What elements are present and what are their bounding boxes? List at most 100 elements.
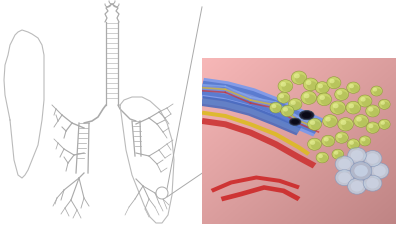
- Circle shape: [325, 117, 331, 122]
- Circle shape: [279, 94, 284, 98]
- Circle shape: [319, 85, 328, 93]
- Circle shape: [335, 156, 354, 172]
- Circle shape: [324, 137, 329, 141]
- Circle shape: [368, 124, 373, 128]
- Circle shape: [292, 101, 301, 109]
- Circle shape: [315, 82, 329, 94]
- Circle shape: [307, 81, 317, 90]
- Circle shape: [361, 138, 366, 141]
- Circle shape: [316, 152, 328, 163]
- Polygon shape: [211, 176, 300, 193]
- Circle shape: [370, 163, 389, 179]
- Circle shape: [273, 105, 281, 112]
- Circle shape: [351, 150, 363, 161]
- Circle shape: [334, 151, 338, 155]
- Circle shape: [347, 82, 360, 93]
- Circle shape: [338, 91, 348, 100]
- Circle shape: [277, 92, 290, 103]
- Circle shape: [356, 117, 362, 122]
- Circle shape: [349, 141, 354, 145]
- Circle shape: [373, 166, 386, 176]
- Circle shape: [270, 102, 282, 113]
- Circle shape: [319, 155, 328, 162]
- Circle shape: [310, 120, 315, 125]
- Circle shape: [291, 71, 307, 84]
- Circle shape: [371, 86, 382, 96]
- Circle shape: [363, 151, 382, 167]
- Circle shape: [366, 153, 379, 164]
- Circle shape: [301, 91, 316, 104]
- Circle shape: [348, 178, 366, 194]
- Circle shape: [380, 121, 385, 125]
- Polygon shape: [202, 118, 316, 168]
- Ellipse shape: [289, 118, 301, 125]
- Circle shape: [308, 118, 322, 130]
- Circle shape: [360, 97, 366, 102]
- Circle shape: [272, 104, 276, 108]
- Circle shape: [282, 83, 292, 92]
- Circle shape: [351, 181, 363, 191]
- Circle shape: [284, 108, 293, 116]
- Circle shape: [283, 107, 288, 112]
- Circle shape: [308, 138, 322, 150]
- Circle shape: [338, 135, 348, 143]
- Circle shape: [378, 99, 390, 109]
- Circle shape: [382, 122, 390, 129]
- Circle shape: [369, 108, 379, 116]
- Circle shape: [340, 120, 346, 125]
- Circle shape: [334, 104, 345, 114]
- Circle shape: [294, 73, 300, 78]
- Circle shape: [366, 122, 379, 133]
- Circle shape: [337, 90, 342, 95]
- Circle shape: [291, 100, 296, 105]
- Polygon shape: [201, 96, 302, 135]
- Circle shape: [337, 134, 342, 138]
- Circle shape: [318, 84, 323, 88]
- Circle shape: [338, 159, 351, 169]
- Circle shape: [348, 103, 354, 108]
- Polygon shape: [221, 185, 300, 201]
- Circle shape: [380, 101, 385, 105]
- Circle shape: [335, 170, 354, 186]
- Ellipse shape: [291, 119, 299, 124]
- Circle shape: [332, 149, 344, 159]
- Circle shape: [330, 101, 346, 114]
- Circle shape: [366, 105, 380, 117]
- Circle shape: [362, 138, 370, 145]
- Polygon shape: [202, 85, 320, 130]
- Circle shape: [357, 118, 368, 127]
- Circle shape: [306, 80, 311, 85]
- Circle shape: [368, 107, 374, 112]
- Circle shape: [338, 172, 351, 183]
- Circle shape: [350, 104, 360, 113]
- Circle shape: [303, 78, 318, 91]
- Circle shape: [350, 162, 372, 180]
- Circle shape: [350, 85, 359, 93]
- Ellipse shape: [302, 112, 312, 118]
- Circle shape: [326, 118, 337, 127]
- Circle shape: [366, 178, 379, 188]
- Circle shape: [327, 77, 341, 89]
- Circle shape: [362, 98, 371, 106]
- Circle shape: [317, 93, 332, 106]
- Circle shape: [310, 140, 315, 145]
- Circle shape: [338, 118, 353, 131]
- Circle shape: [348, 147, 366, 163]
- Ellipse shape: [300, 111, 314, 120]
- Circle shape: [329, 79, 335, 83]
- Circle shape: [354, 165, 368, 177]
- Circle shape: [378, 119, 390, 129]
- Circle shape: [330, 80, 340, 88]
- Circle shape: [311, 141, 321, 150]
- Circle shape: [280, 82, 286, 87]
- Circle shape: [335, 88, 349, 100]
- Circle shape: [359, 136, 371, 146]
- Polygon shape: [200, 78, 324, 137]
- Circle shape: [304, 93, 310, 98]
- Circle shape: [363, 175, 382, 191]
- Circle shape: [156, 187, 168, 199]
- Circle shape: [373, 88, 377, 91]
- Circle shape: [354, 115, 368, 127]
- Circle shape: [335, 132, 348, 143]
- Circle shape: [374, 88, 382, 95]
